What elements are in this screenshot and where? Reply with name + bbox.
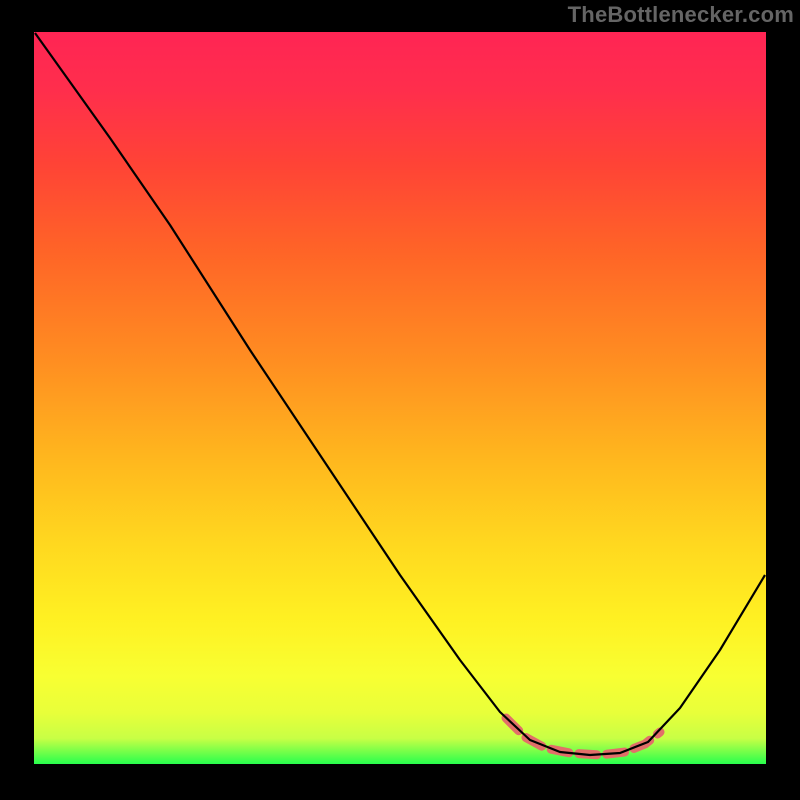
watermark-text: TheBottlenecker.com bbox=[568, 2, 794, 28]
gradient-background bbox=[34, 32, 766, 764]
chart-frame: TheBottlenecker.com bbox=[0, 0, 800, 800]
plot-svg bbox=[34, 32, 766, 764]
